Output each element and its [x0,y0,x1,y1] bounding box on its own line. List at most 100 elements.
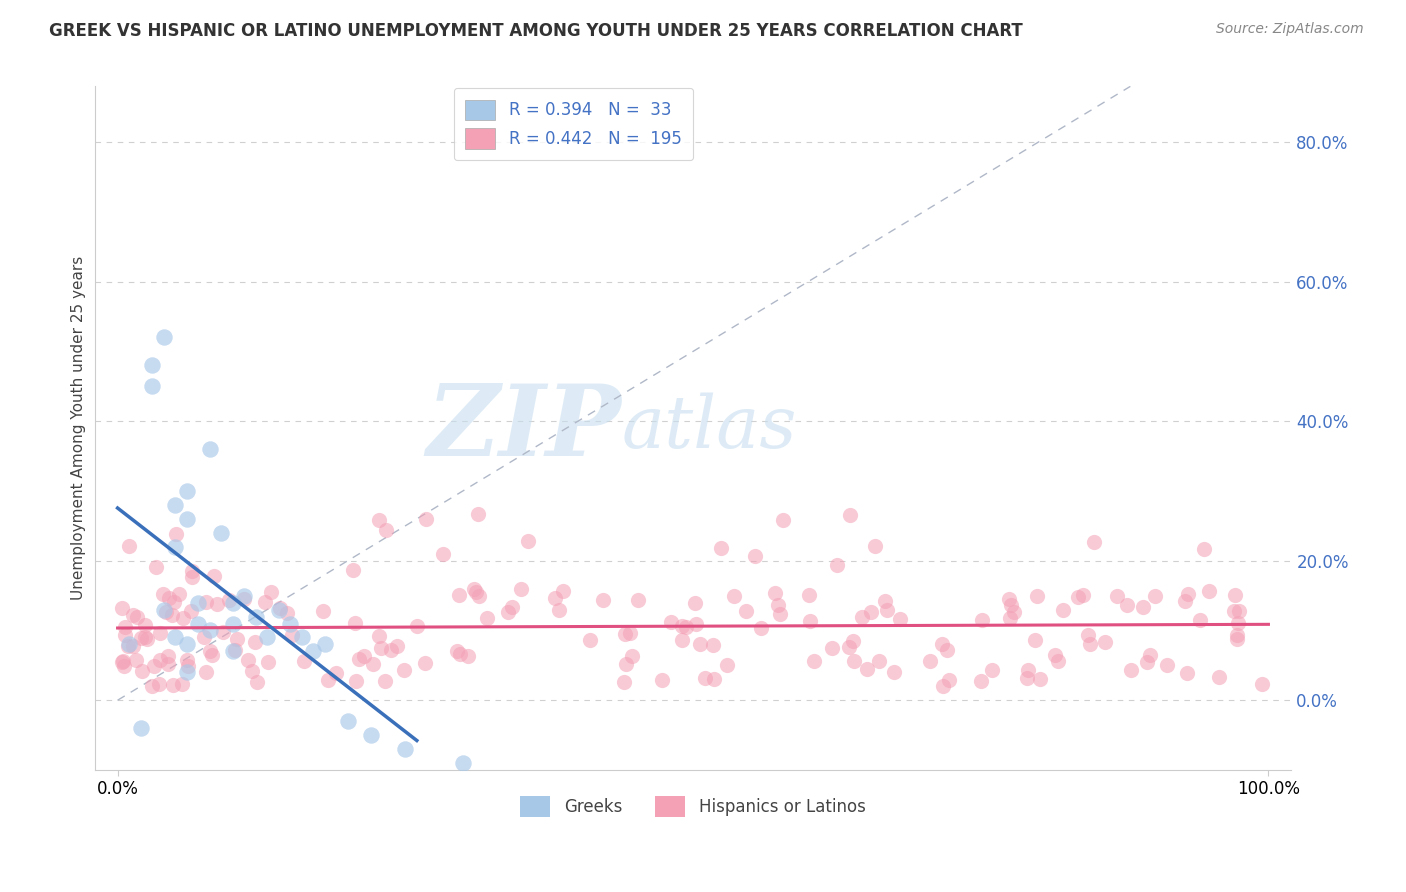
Point [1251,677,1274,691]
Point [181,565,204,579]
Point [152,330,174,344]
Point [842,633,865,648]
Point [1046,654,1069,668]
Point [281,627,304,641]
Point [141,379,163,393]
Point [1139,648,1161,662]
Point [110,601,132,615]
Point [1174,594,1197,608]
Point [1115,598,1137,612]
Point [763,586,786,600]
Point [198,442,221,456]
Point [876,603,898,617]
Point [749,622,772,636]
Point [125,653,148,667]
Text: GREEK VS HISPANIC OR LATINO UNEMPLOYMENT AMONG YOUTH UNDER 25 YEARS CORRELATION : GREEK VS HISPANIC OR LATINO UNEMPLOYMENT… [49,22,1024,40]
Point [380,643,402,657]
Point [702,639,724,653]
Point [627,593,650,607]
Point [703,672,725,686]
Point [180,604,202,618]
Legend: Greeks, Hispanics or Latinos: Greeks, Hispanics or Latinos [513,789,872,823]
Point [114,620,136,634]
Point [467,507,489,521]
Point [375,523,398,537]
Point [1226,628,1249,642]
Point [194,595,217,609]
Point [278,616,301,631]
Point [112,658,135,673]
Point [148,677,170,691]
Point [361,657,384,671]
Point [931,636,953,650]
Point [510,582,533,597]
Point [918,654,941,668]
Point [838,640,860,655]
Point [193,630,215,644]
Point [799,614,821,628]
Point [613,675,636,690]
Point [129,721,152,735]
Point [413,657,436,671]
Point [863,539,886,553]
Point [766,599,789,613]
Point [825,558,848,572]
Point [496,605,519,619]
Point [176,483,198,498]
Point [883,665,905,679]
Point [449,647,471,661]
Point [344,673,367,688]
Point [675,620,697,634]
Point [233,591,256,606]
Y-axis label: Unemployment Among Youth under 25 years: Unemployment Among Youth under 25 years [72,256,86,600]
Point [821,640,844,655]
Point [141,679,163,693]
Point [432,547,454,561]
Point [1025,589,1047,603]
Point [211,625,233,640]
Point [233,589,256,603]
Point [685,617,707,632]
Point [1156,657,1178,672]
Point [370,640,392,655]
Point [121,639,143,653]
Point [1073,588,1095,602]
Point [1077,628,1099,642]
Point [735,604,758,618]
Point [683,596,706,610]
Point [1083,535,1105,549]
Point [651,673,673,688]
Point [1067,590,1090,604]
Point [1177,587,1199,601]
Point [860,605,883,619]
Point [671,619,693,633]
Point [1132,599,1154,614]
Point [938,673,960,688]
Point [889,612,911,626]
Point [1002,606,1025,620]
Point [187,616,209,631]
Point [149,653,172,667]
Point [544,591,567,606]
Point [226,632,249,646]
Point [457,649,479,664]
Point [302,644,325,658]
Point [172,610,194,624]
Point [240,665,263,679]
Point [165,631,187,645]
Point [149,626,172,640]
Point [516,534,538,549]
Point [224,643,246,657]
Point [176,637,198,651]
Point [201,648,224,662]
Point [347,652,370,666]
Point [1105,589,1128,603]
Point [157,591,180,605]
Point [464,585,486,599]
Point [451,756,474,770]
Point [342,562,364,576]
Point [620,648,643,663]
Point [257,655,280,669]
Point [209,525,232,540]
Point [868,654,890,668]
